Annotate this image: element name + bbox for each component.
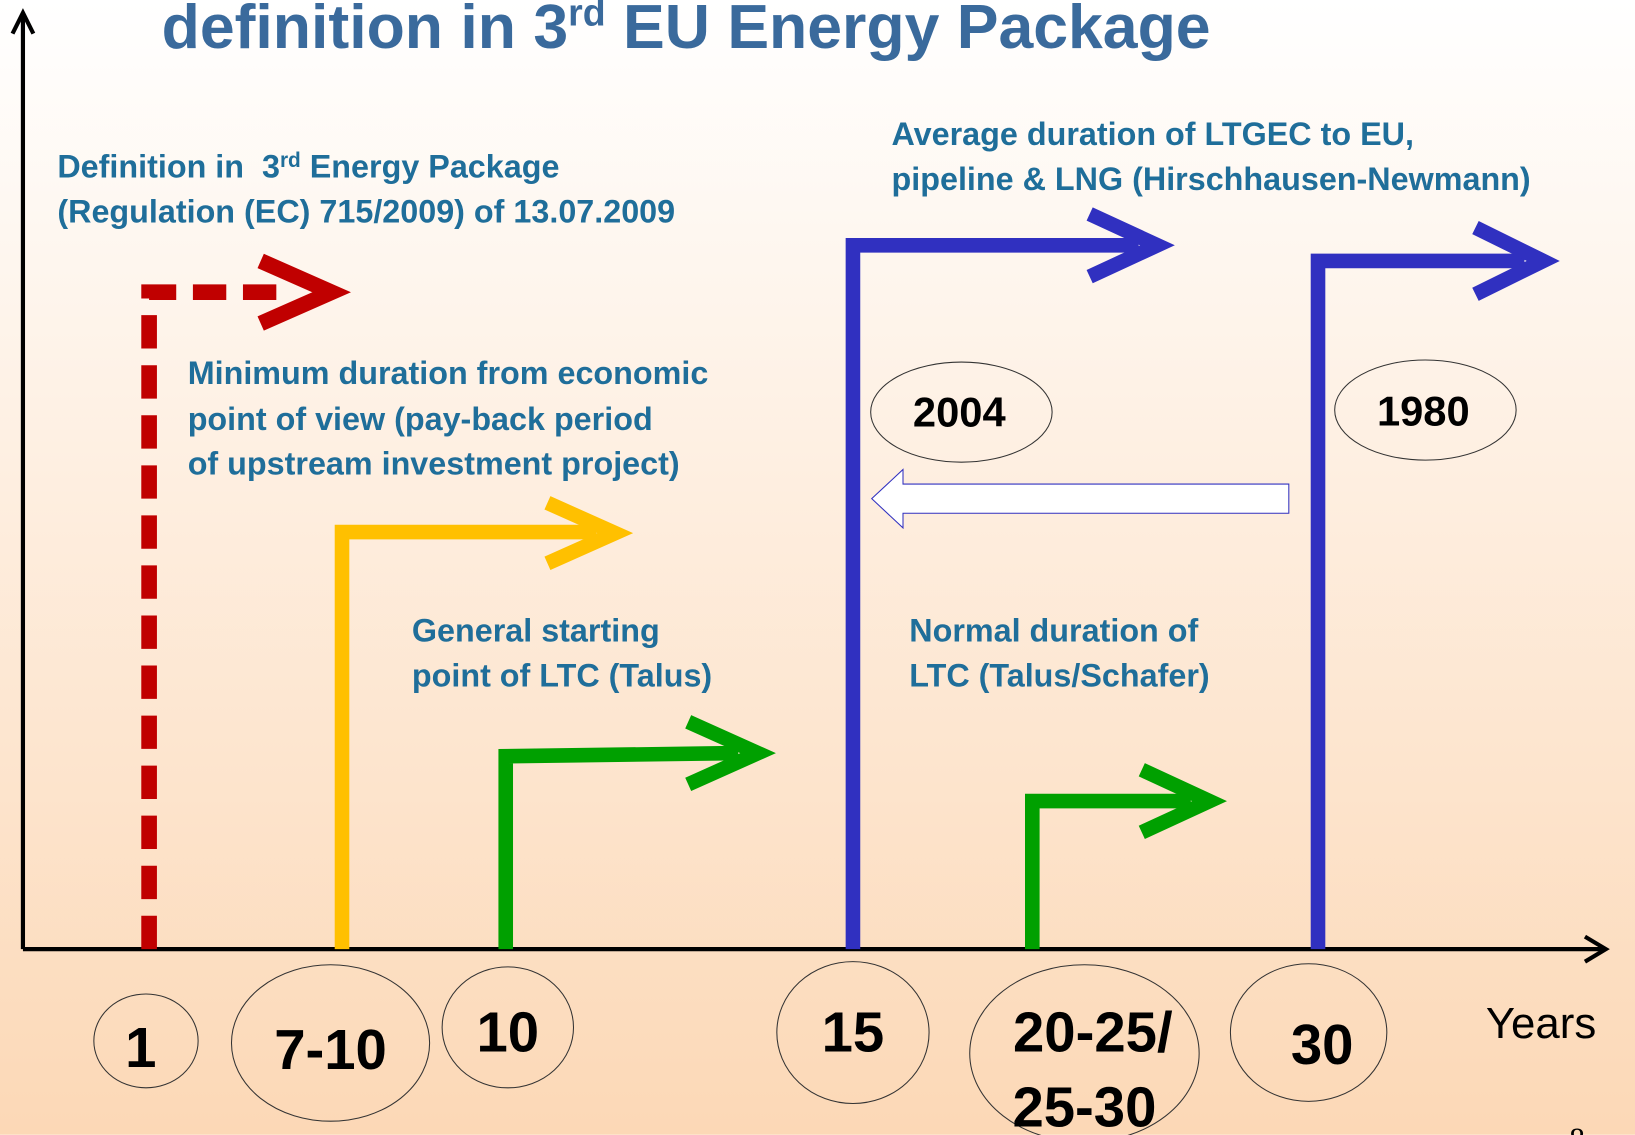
bubble-label: 2004 <box>913 389 1006 436</box>
note-line: Normal duration of <box>909 613 1198 649</box>
ellipse <box>93 993 199 1089</box>
green-arrow-head <box>685 715 776 792</box>
ellipse <box>441 966 575 1089</box>
note-text: Definition in 3 <box>57 149 280 185</box>
note-line: point of view (pay-back period <box>188 401 653 437</box>
ellipse <box>230 964 431 1122</box>
note-line: pipeline & LNG (Hirschhausen-Newmann) <box>892 161 1531 197</box>
note-text: Energy Package <box>301 149 560 185</box>
y-axis-head <box>10 8 36 35</box>
title-sup: rd <box>568 0 606 33</box>
year-label: 10 <box>476 1000 539 1063</box>
note-line: General starting <box>412 613 660 649</box>
note-line: point of LTC (Talus) <box>412 657 712 693</box>
year-label: 25-30 <box>1012 1075 1156 1135</box>
note-line: Definition in 3rd Energy Package <box>57 149 559 185</box>
green-arrow <box>1025 793 1191 950</box>
blue-arrow-head <box>1086 207 1175 284</box>
year-label: 30 <box>1291 1013 1354 1076</box>
ellipse <box>1334 359 1517 461</box>
x-axis-head <box>1583 934 1610 964</box>
title-text: EU Energy Package <box>606 0 1211 62</box>
slide-title: definition in 3rd EU Energy Package <box>162 0 1211 62</box>
note-line: of upstream investment project) <box>188 446 680 482</box>
year-label: 1 <box>125 1016 156 1079</box>
yellow-arrow-head <box>544 496 634 570</box>
bubble-label: 1980 <box>1377 388 1470 435</box>
ellipse <box>870 361 1053 463</box>
note-sup: rd <box>280 149 301 172</box>
green-arrow-head <box>1138 763 1227 839</box>
title-text: definition in 3 <box>162 0 569 62</box>
x-axis-label: Years <box>1486 999 1596 1048</box>
note-line: (Regulation (EC) 715/2009) of 13.07.2009 <box>57 193 675 229</box>
note-line: LTC (Talus/Schafer) <box>909 657 1209 693</box>
year-label: 15 <box>822 1000 885 1063</box>
blue-arrow <box>845 237 1139 950</box>
year-label: 7-10 <box>274 1018 387 1081</box>
yellow-arrow <box>334 524 597 950</box>
page-number: 8 <box>1569 1121 1585 1135</box>
ellipse <box>1229 963 1388 1102</box>
red-arrow <box>141 284 282 950</box>
note-line: Minimum duration from economic <box>188 355 709 391</box>
hollow-arrow <box>870 468 1290 530</box>
blue-arrow <box>1310 253 1525 950</box>
axes <box>10 8 1610 964</box>
red-arrow-head <box>257 253 351 331</box>
green-arrow <box>498 745 739 950</box>
ellipses <box>93 359 1517 1135</box>
blue-arrow-head <box>1472 221 1560 301</box>
note-line: Average duration of LTGEC to EU, <box>892 116 1414 152</box>
ellipse <box>969 964 1200 1135</box>
year-label: 20-25/ <box>1013 1000 1173 1063</box>
arrows <box>141 207 1560 950</box>
ellipse <box>776 961 930 1104</box>
